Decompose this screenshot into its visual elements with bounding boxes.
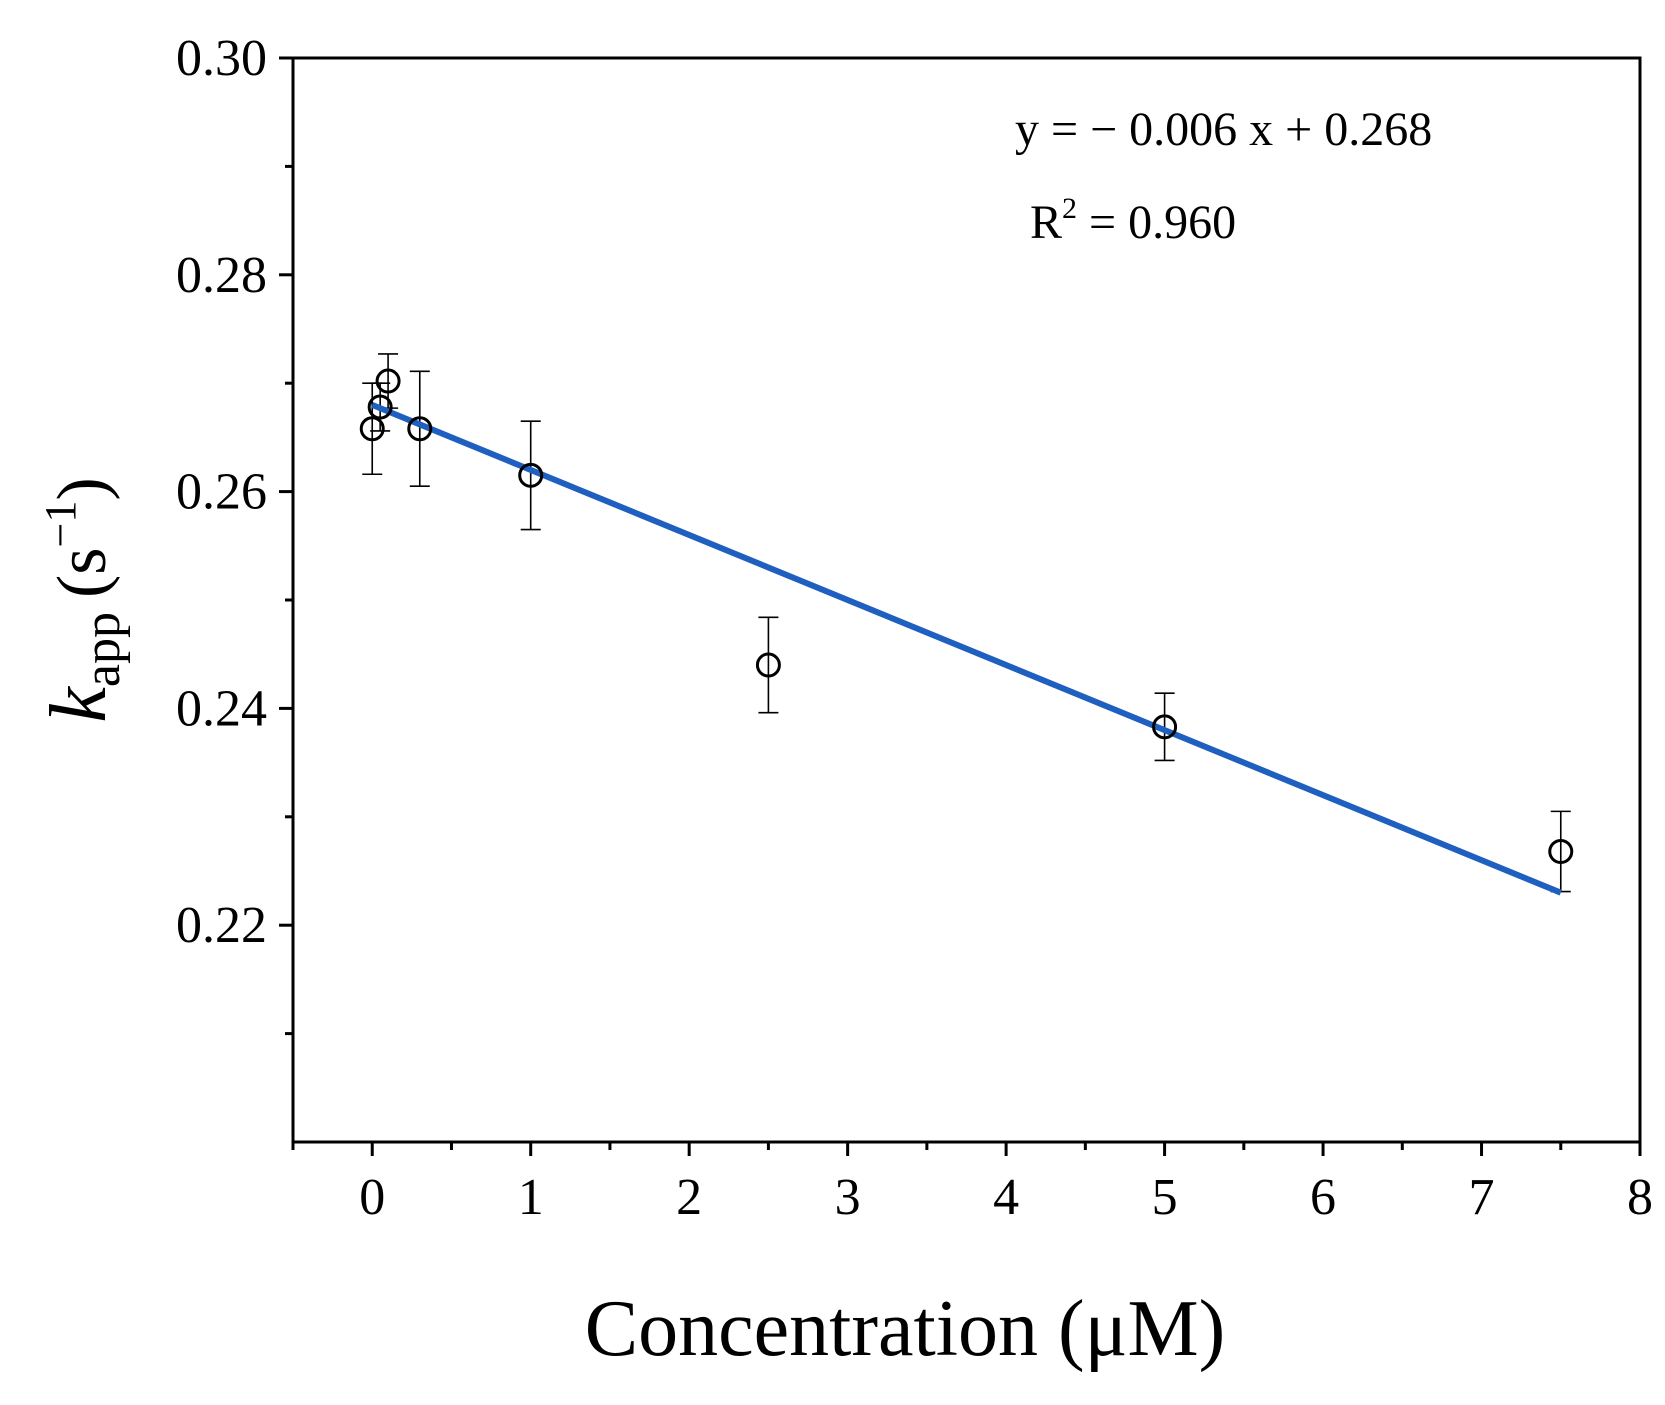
error-bars [362, 353, 1571, 893]
x-tick-label: 8 [1627, 1169, 1653, 1226]
data-points [359, 368, 1574, 864]
y-axis-subscript: app [74, 612, 131, 687]
r-squared-value: = 0.960 [1077, 196, 1236, 249]
x-tick-label: 2 [676, 1169, 702, 1226]
r-squared-annotation: R2 = 0.960 [1030, 192, 1236, 249]
equation-annotation: y = − 0.006 x + 0.268 [1015, 103, 1432, 156]
r-squared-exponent: 2 [1062, 192, 1077, 225]
x-tick-label: 6 [1310, 1169, 1336, 1226]
x-tick-label: 5 [1152, 1169, 1178, 1226]
axis-tick-labels: 0 1 2 3 4 5 6 7 8 0.22 0.24 0.26 0.28 0.30 [176, 30, 1653, 1226]
y-tick-label: 0.26 [176, 464, 267, 521]
data-point [1152, 714, 1178, 740]
x-tick-label: 4 [993, 1169, 1019, 1226]
y-axis-symbol: k [35, 686, 123, 723]
y-axis-title: kapp (s−1) [35, 477, 131, 722]
data-point [407, 416, 433, 442]
data-point [518, 462, 544, 488]
y-tick-label: 0.28 [176, 247, 267, 304]
x-axis-title: Concentration (μM) [585, 1285, 1226, 1373]
data-point [755, 652, 781, 678]
y-axis-unit-exponent: −1 [36, 501, 85, 548]
y-tick-label: 0.24 [176, 680, 267, 737]
y-axis-unit-close: ) [44, 477, 121, 500]
data-point [375, 368, 401, 394]
y-axis-unit-open: (s [44, 547, 121, 598]
data-point [359, 416, 385, 442]
data-point [1548, 838, 1574, 864]
x-tick-label: 7 [1469, 1169, 1495, 1226]
fit-line-group [371, 402, 1562, 896]
y-tick-label: 0.22 [176, 897, 267, 954]
plot-frame [291, 56, 1642, 1144]
axis-ticks [279, 56, 1642, 1156]
x-tick-label: 1 [518, 1169, 544, 1226]
y-tick-label: 0.30 [176, 30, 267, 87]
r-squared-symbol: R [1030, 196, 1062, 249]
fit-line [371, 402, 1562, 896]
data-point [367, 394, 393, 420]
x-tick-label: 3 [835, 1169, 861, 1226]
x-tick-label: 0 [359, 1169, 385, 1226]
